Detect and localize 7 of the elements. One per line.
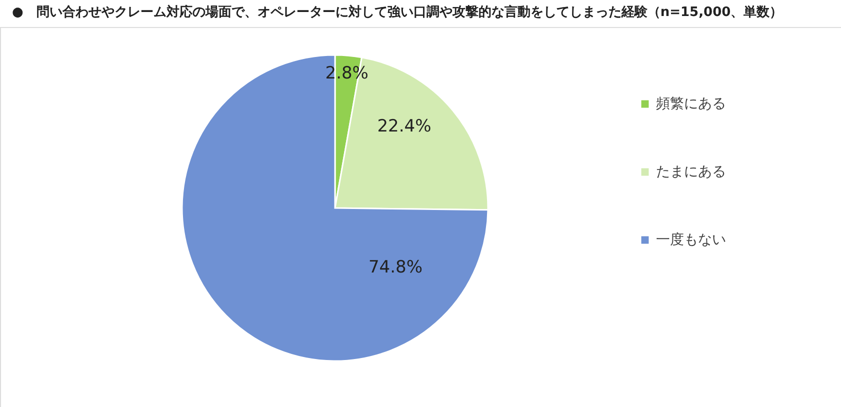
chart-title: ● 問い合わせやクレーム対応の場面で、オペレーターに対して強い口調や攻撃的な言動をしてしまった経験（n=15,000、単数） (12, 4, 783, 20)
legend-label: 頻繁にある (656, 96, 726, 112)
data-label: 74.8% (368, 258, 422, 278)
data-label: 22.4% (377, 116, 432, 136)
legend-label: 一度もない (656, 232, 726, 248)
pie-slice (181, 54, 489, 362)
legend-label: たまにある (656, 164, 726, 180)
